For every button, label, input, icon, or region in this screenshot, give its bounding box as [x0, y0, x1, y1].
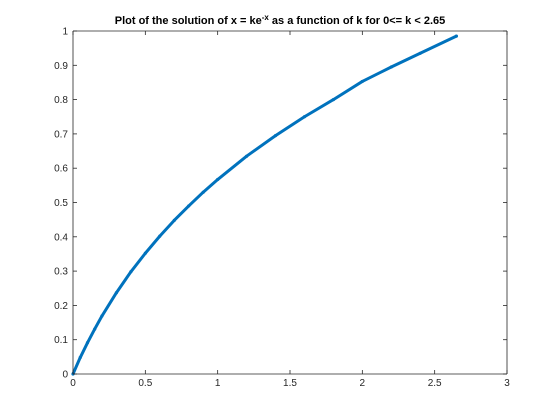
- y-tick-label: 0: [62, 370, 68, 381]
- data-point: [216, 177, 220, 182]
- ticks-layer: 0 0.5 1 1.5 2 2.5 3 0 0.1 0.2 0.3 0.4 0.5 0.6 0.7 0.8 0.…: [54, 27, 510, 390]
- y-tick-label: 0.2: [54, 301, 68, 312]
- y-tick-label: 0.4: [54, 232, 68, 243]
- data-point: [78, 355, 82, 360]
- data-point: [158, 234, 162, 238]
- x-tick-label: 1.5: [283, 378, 297, 389]
- x-tick-label: 0.5: [138, 378, 152, 389]
- data-point: [114, 291, 118, 295]
- y-tick-label: 0.8: [54, 95, 68, 106]
- y-tick-label: 0.3: [54, 267, 68, 278]
- plot-area: [73, 31, 507, 374]
- data-point: [85, 341, 90, 345]
- x-tick-label: 3: [504, 378, 510, 389]
- x-tick-label: 2: [360, 378, 366, 389]
- data-point: [302, 115, 307, 119]
- y-tick-label: 0.5: [54, 198, 68, 209]
- data-point: [273, 134, 278, 138]
- x-tick-label: 2.5: [428, 378, 442, 389]
- data-point: [389, 65, 393, 69]
- data-point: [143, 251, 147, 255]
- x-tick-label: 0: [70, 378, 76, 389]
- data-point: [129, 270, 133, 274]
- y-tick-label: 0.1: [54, 335, 68, 346]
- chart-title: Plot of the solution of x = ke-x as a fu…: [115, 13, 445, 27]
- series-layer: [71, 34, 458, 376]
- y-tick-label: 0.6: [54, 164, 68, 175]
- data-point: [201, 190, 205, 194]
- data-point: [331, 98, 335, 102]
- x-tick-label: 1: [215, 378, 221, 389]
- y-tick-label: 1: [62, 27, 68, 38]
- data-point: [93, 327, 97, 331]
- y-tick-label: 0.7: [54, 129, 68, 140]
- data-point: [187, 204, 191, 208]
- y-tick-label: 0.9: [54, 61, 68, 72]
- data-point: [360, 79, 364, 84]
- data-point: [172, 218, 176, 222]
- data-point: [454, 34, 458, 38]
- data-point: [245, 154, 249, 158]
- data-point: [418, 51, 422, 55]
- data-point: [100, 314, 104, 318]
